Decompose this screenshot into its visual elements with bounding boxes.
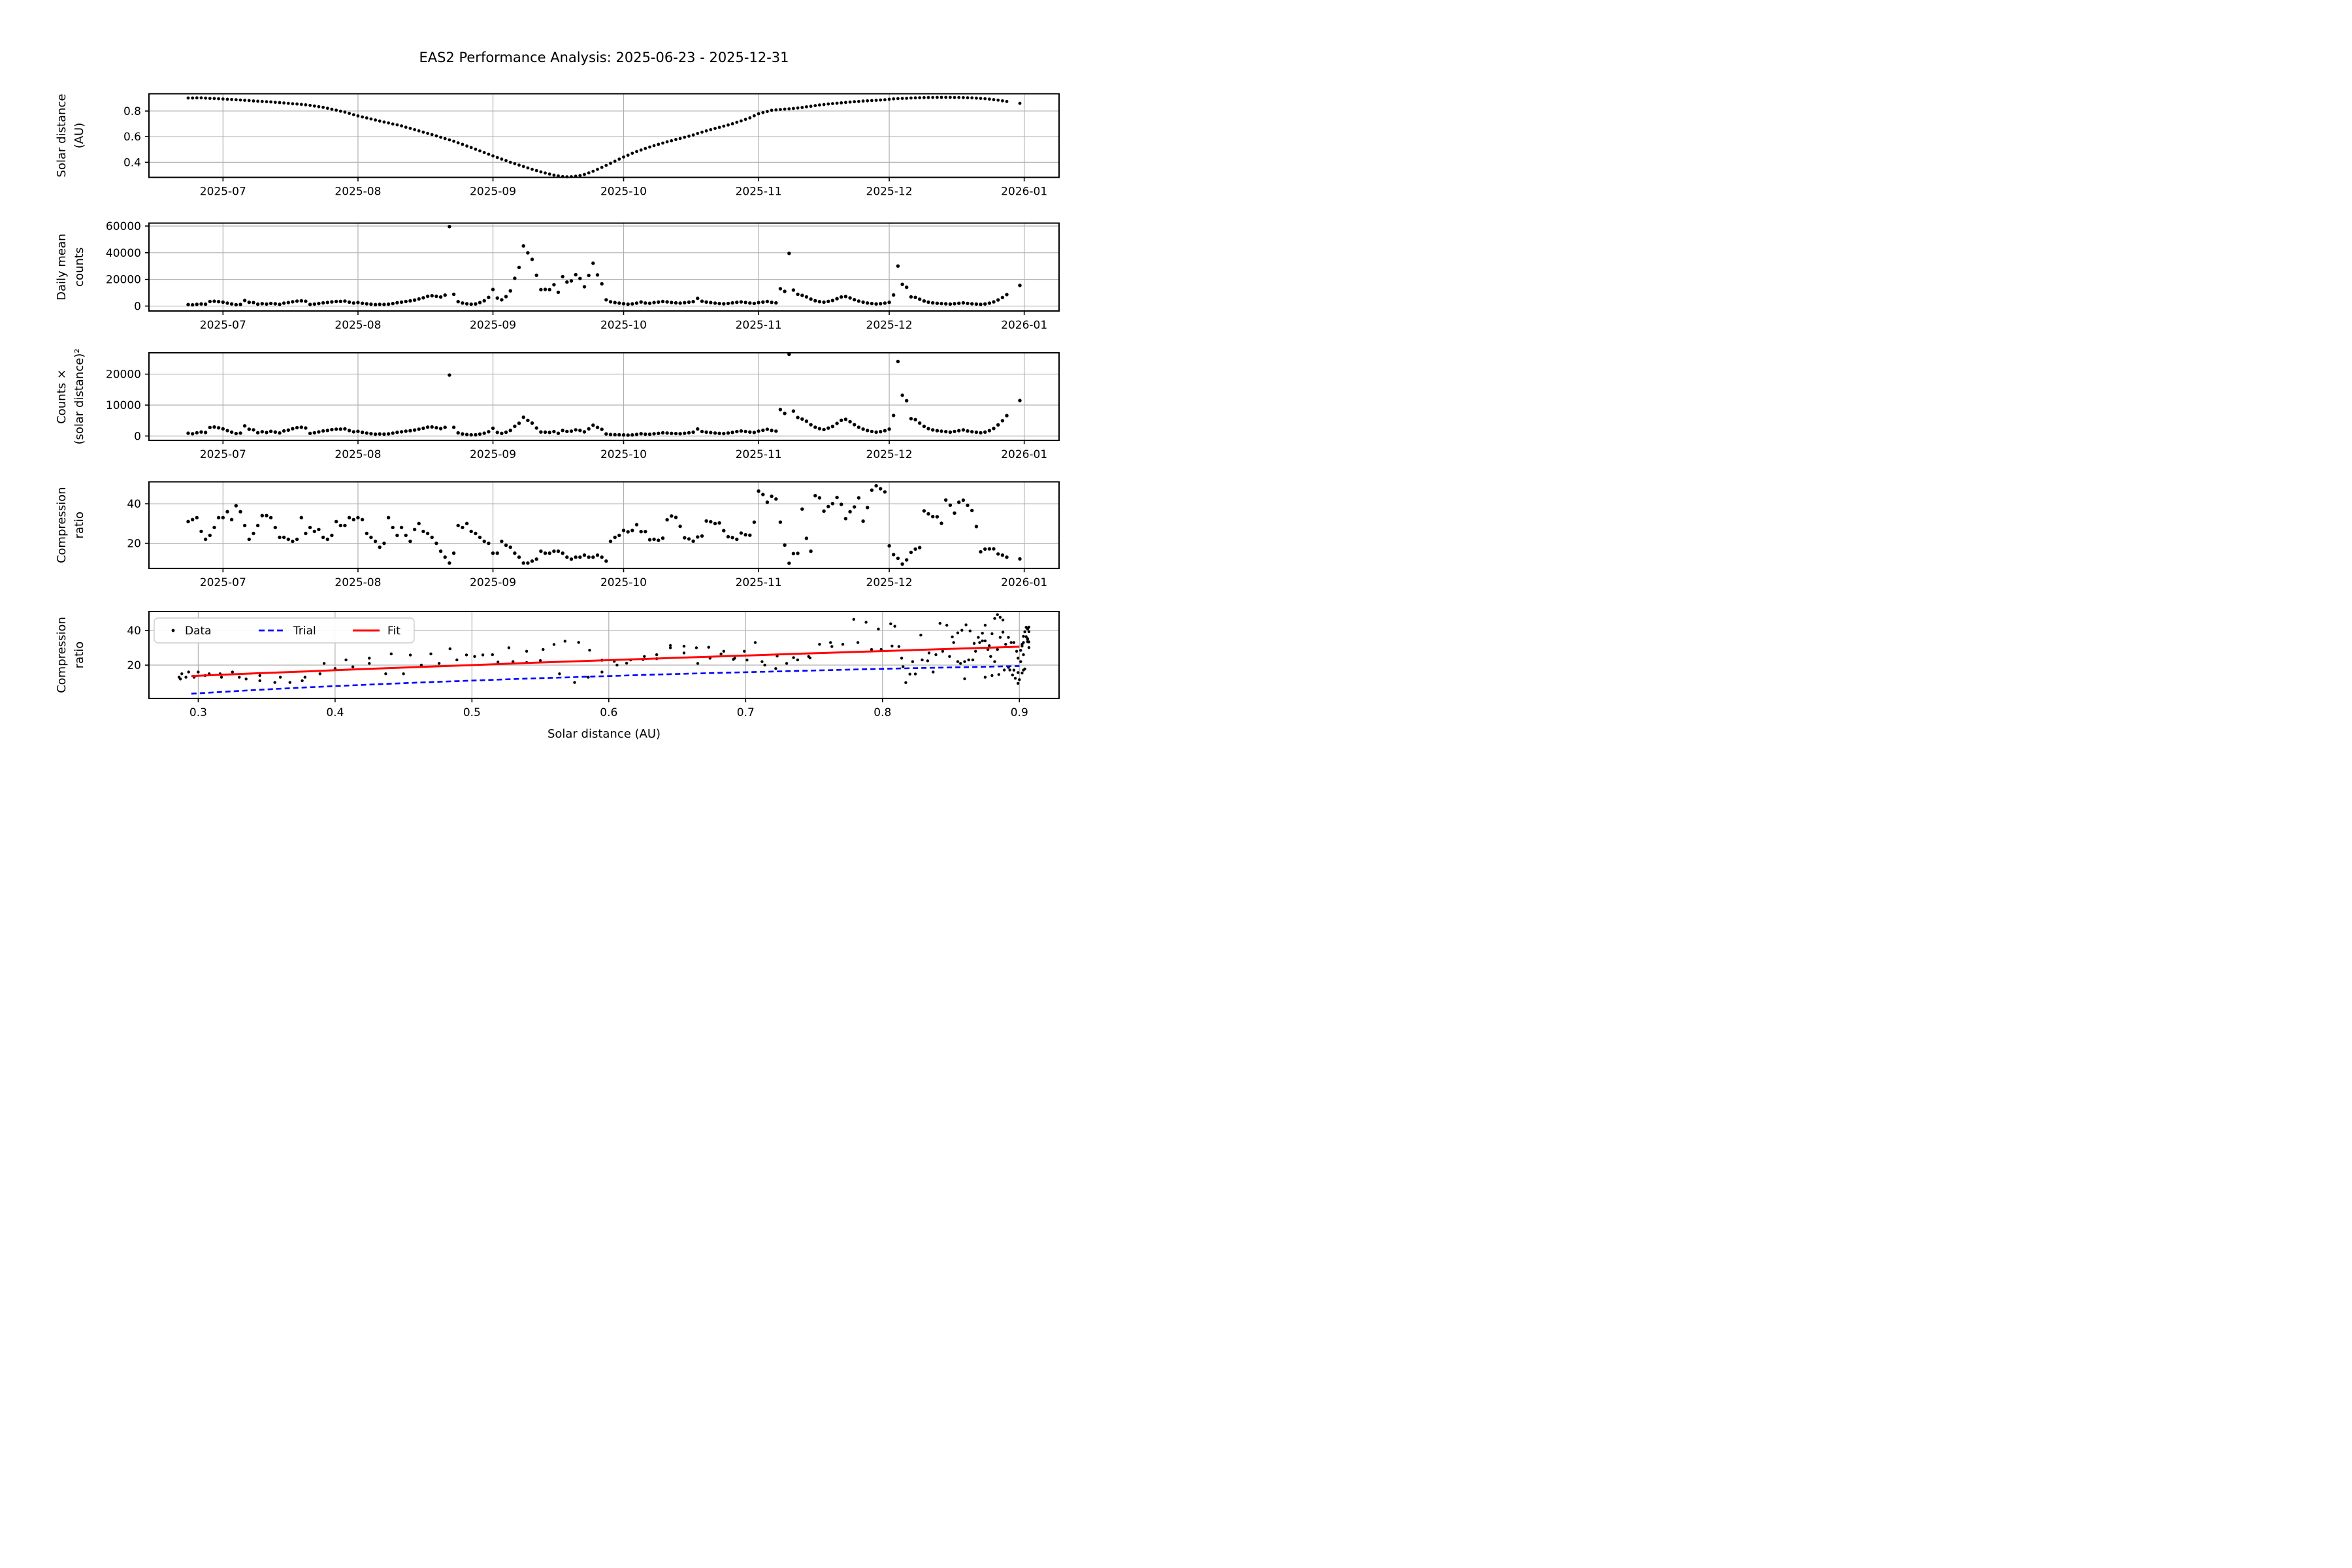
x-tick-label: 2025-10: [600, 186, 647, 199]
x-tick-label: 2026-01: [1001, 448, 1047, 461]
y-axis-label: Daily mean: [55, 234, 69, 301]
svg-text:Fit: Fit: [387, 625, 400, 638]
axes-spines: [148, 481, 1060, 569]
y-axis-label: ratio: [73, 642, 86, 669]
y-tick-label: 10000: [106, 399, 141, 412]
x-tick-label: 2025-08: [335, 576, 381, 589]
y-tick-label: 60000: [106, 220, 141, 233]
x-tick-label: 2025-09: [470, 319, 516, 332]
axes-spines: [148, 93, 1060, 178]
y-tick-label: 40: [127, 498, 141, 511]
y-tick-label: 40: [127, 625, 141, 638]
y-tick-label: 20000: [106, 274, 141, 287]
x-tick-label: 2025-09: [470, 186, 516, 199]
grid: [149, 93, 1059, 178]
x-tick-label: 2026-01: [1001, 319, 1047, 332]
y-tick-label: 20: [127, 659, 141, 672]
x-tick-label: 2025-08: [335, 319, 381, 332]
x-tick-label: 2025-12: [866, 319, 913, 332]
y-tick-label: 20: [127, 538, 141, 551]
x-tick-label: 2025-08: [335, 186, 381, 199]
y-axis-label: (solar distance)²: [73, 348, 86, 444]
y-axis-label: Solar distance: [55, 94, 69, 178]
x-tick-label: 2025-12: [866, 186, 913, 199]
y-tick-label: 0.8: [123, 105, 141, 118]
grid: [149, 353, 1059, 440]
legend-entry-fit: Fit: [353, 625, 400, 638]
x-tick-label: 2025-11: [736, 319, 782, 332]
x-tick-label: 0.4: [326, 706, 344, 719]
x-tick-label: 0.7: [737, 706, 755, 719]
y-tick-label: 0.6: [123, 131, 141, 144]
legend-entry-trial: Trial: [259, 625, 316, 638]
x-tick-label: 2025-12: [866, 576, 913, 589]
x-tick-label: 0.6: [600, 706, 617, 719]
x-tick-label: 2025-10: [600, 576, 647, 589]
axes-spines: [148, 611, 1060, 699]
panel-compression-ratio-time: 2025-07 2025-08 2025-09 2025-10 2025-11 2025-…: [55, 481, 1060, 589]
scatter-series: [186, 225, 1022, 307]
y-axis-label: ratio: [73, 512, 86, 539]
x-tick-label: 0.8: [874, 706, 891, 719]
figure: EAS2 Performance Analysis: 2025-06-23 - …: [0, 0, 1176, 784]
panel-daily-mean-counts: 2025-07 2025-08 2025-09 2025-10 2025-11 2025-…: [55, 220, 1060, 332]
x-tick-label: 2025-08: [335, 448, 381, 461]
svg-text:Trial: Trial: [293, 625, 316, 638]
grid: [149, 223, 1059, 311]
y-axis-label: Compression: [55, 487, 69, 563]
scatter-series: [186, 95, 1022, 179]
x-tick-label: 2025-11: [736, 186, 782, 199]
y-tick-label: 40000: [106, 247, 141, 260]
y-axis-label: Compression: [55, 617, 69, 693]
x-tick-label: 2026-01: [1001, 576, 1047, 589]
legend: Data Trial Fit: [154, 617, 415, 644]
x-axis-label: Solar distance (AU): [547, 727, 661, 741]
chart-svg: 2025-07 2025-08 2025-09 2025-10 2025-11 2025-…: [55, 93, 1060, 741]
scatter-series: [186, 483, 1022, 566]
x-tick-label: 2025-12: [866, 448, 913, 461]
scatter-series: [177, 613, 1031, 685]
axes-spines: [148, 352, 1060, 441]
x-tick-label: 2025-07: [200, 319, 246, 332]
y-axis-label: counts: [73, 248, 86, 287]
x-tick-label: 2025-07: [200, 576, 246, 589]
panel-solar-distance: 2025-07 2025-08 2025-09 2025-10 2025-11 2025-…: [55, 93, 1060, 199]
x-tick-label: 2025-11: [736, 576, 782, 589]
y-tick-label: 20000: [106, 368, 141, 382]
svg-text:Data: Data: [185, 625, 212, 638]
x-tick-label: 2025-09: [470, 576, 516, 589]
grid: [149, 482, 1059, 568]
x-tick-label: 2025-11: [736, 448, 782, 461]
x-tick-label: 2026-01: [1001, 186, 1047, 199]
scatter-series: [186, 352, 1022, 437]
x-tick-label: 0.3: [189, 706, 207, 719]
axes-spines: [148, 222, 1060, 312]
panel-counts-times-r2: 2025-07 2025-08 2025-09 2025-10 2025-11 2025-…: [55, 348, 1060, 461]
x-tick-label: 0.9: [1011, 706, 1028, 719]
y-axis-label: Counts ×: [55, 369, 69, 424]
x-tick-label: 2025-07: [200, 448, 246, 461]
fit-line: [191, 645, 1020, 678]
x-tick-label: 2025-10: [600, 448, 647, 461]
trial-line: [191, 665, 1020, 695]
x-tick-label: 2025-09: [470, 448, 516, 461]
y-tick-label: 0.4: [123, 156, 141, 169]
y-tick-label: 0: [134, 300, 141, 313]
x-tick-label: 0.5: [463, 706, 481, 719]
x-tick-label: 2025-10: [600, 319, 647, 332]
x-tick-label: 2025-07: [200, 186, 246, 199]
y-axis-label: (AU): [73, 123, 86, 149]
chart-title: EAS2 Performance Analysis: 2025-06-23 - …: [419, 50, 789, 65]
y-tick-label: 0: [134, 430, 141, 443]
panel-compression-vs-distance: 0.3 0.4 0.5 0.6 0.7 0.8 0.9 20 40 Compression rati…: [55, 611, 1060, 741]
legend-entry-data: Data: [171, 625, 212, 638]
